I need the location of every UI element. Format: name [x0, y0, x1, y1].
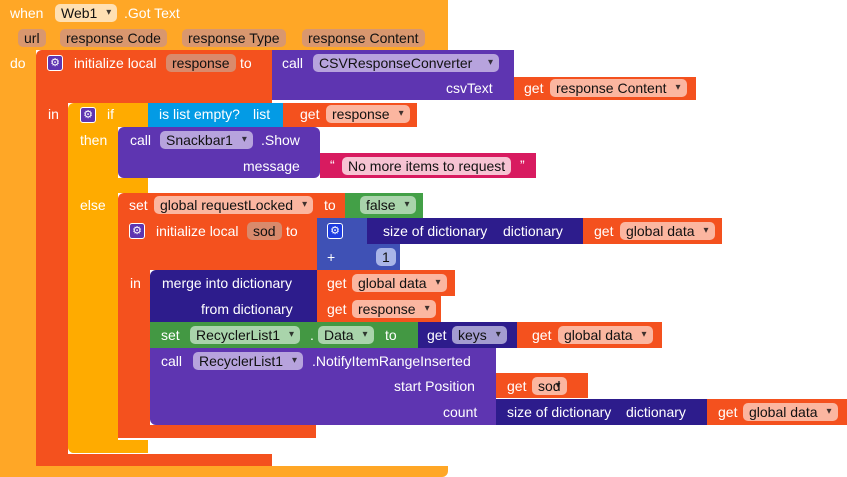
var-dropdown-response[interactable]: response	[352, 300, 436, 318]
var-dropdown-response[interactable]: response	[326, 105, 410, 123]
var-dropdown-global-data[interactable]: global data	[352, 274, 447, 292]
size-of-dictionary-block[interactable]	[496, 399, 707, 425]
var-dropdown-global-data[interactable]: global data	[743, 403, 838, 421]
start-position-label: start Position	[394, 378, 475, 394]
list-label: list	[253, 106, 271, 122]
get-label: get	[507, 378, 527, 394]
var-dropdown-global-data[interactable]: global data	[620, 222, 715, 240]
if-label: if	[107, 106, 114, 122]
gear-icon[interactable]: ⚙	[327, 223, 343, 239]
merge-into-dictionary-label: merge into dictionary	[162, 275, 292, 291]
get-label: get	[327, 275, 347, 291]
get-label: get	[718, 404, 738, 420]
to-label: to	[240, 55, 252, 71]
else-label: else	[80, 197, 106, 213]
to-label: to	[286, 223, 298, 239]
var-dropdown-global-data[interactable]: global data	[558, 326, 653, 344]
plus-label: +	[327, 249, 336, 265]
initialize-local-sod-bottom	[118, 425, 316, 438]
count-label: count	[443, 404, 478, 420]
csvtext-label: csvText	[446, 80, 493, 96]
gear-icon[interactable]: ⚙	[129, 223, 145, 239]
size-of-dictionary-block[interactable]	[367, 218, 583, 244]
var-dropdown-sod[interactable]: sod	[532, 377, 567, 395]
get-label: get	[594, 223, 614, 239]
param-response-code[interactable]: response Code	[60, 29, 167, 47]
number-value[interactable]: 1	[376, 248, 396, 266]
merge-into-dictionary-block[interactable]	[150, 270, 317, 322]
get-label: get	[427, 327, 447, 343]
initialize-local-response-column	[36, 100, 68, 466]
if-block-bottom	[68, 440, 148, 453]
dictionary-dropdown-keys[interactable]: keys	[452, 326, 507, 344]
method-show: .Show	[261, 132, 300, 148]
component-dropdown-recyclerlist1[interactable]: RecyclerList1	[193, 352, 304, 370]
local-var-name-response[interactable]: response	[166, 54, 236, 72]
param-url[interactable]: url	[18, 29, 46, 47]
size-of-dictionary-label: size of dictionary	[383, 223, 488, 239]
get-label: get	[524, 80, 544, 96]
component-dropdown-recyclerlist1[interactable]: RecyclerList1	[190, 326, 301, 344]
gear-icon[interactable]: ⚙	[47, 55, 63, 71]
initialize-local-label: initialize local	[156, 223, 239, 239]
param-response-content[interactable]: response Content	[302, 29, 425, 47]
event-block-bottom	[0, 466, 448, 477]
get-label: get	[532, 327, 552, 343]
if-block-column	[68, 127, 118, 453]
get-label: get	[327, 301, 347, 317]
do-label: do	[10, 55, 26, 71]
is-list-empty-block[interactable]	[148, 103, 283, 127]
initialize-local-sod-block[interactable]	[118, 218, 317, 270]
message-label: message	[243, 158, 300, 174]
component-dropdown-csvresponseconverter[interactable]: CSVResponseConverter	[313, 54, 499, 72]
from-dictionary-label: from dictionary	[201, 301, 293, 317]
call-label: call	[161, 353, 183, 369]
var-dropdown-global-requestlocked[interactable]: global requestLocked	[154, 196, 314, 214]
var-dropdown-response-content[interactable]: response Content	[550, 79, 687, 97]
to-label: to	[385, 327, 397, 343]
initialize-local-response-bottom	[36, 454, 272, 466]
event-block-left-column	[0, 50, 36, 477]
method-notifyitemrangeinserted: .NotifyItemRangeInserted	[312, 353, 471, 369]
event-name: .Got Text	[124, 5, 180, 21]
component-dropdown-snackbar1[interactable]: Snackbar1	[160, 131, 253, 149]
if-block-mid	[68, 178, 148, 193]
size-of-dictionary-label: size of dictionary	[507, 404, 612, 420]
math-add-block[interactable]	[317, 218, 375, 270]
is-list-empty-label: is list empty?	[159, 106, 240, 122]
quote-close: ”	[520, 157, 525, 173]
dictionary-label: dictionary	[503, 223, 563, 239]
get-label: get	[300, 106, 320, 122]
component-dropdown-web1[interactable]: Web1	[55, 4, 118, 22]
dictionary-label: dictionary	[626, 404, 686, 420]
in-label: in	[48, 106, 59, 122]
param-response-type[interactable]: response Type	[182, 29, 286, 47]
text-value[interactable]: No more items to request	[342, 157, 512, 175]
set-label: set	[161, 327, 180, 343]
call-label: call	[130, 132, 152, 148]
when-label: when	[10, 5, 44, 21]
call-label: call	[282, 55, 304, 71]
initialize-local-sod-column	[118, 270, 150, 438]
local-var-name-sod[interactable]: sod	[247, 222, 282, 240]
to-label: to	[324, 197, 336, 213]
quote-open: “	[330, 157, 335, 173]
in-label: in	[130, 275, 141, 291]
property-dropdown-data[interactable]: Data	[318, 326, 374, 344]
then-label: then	[80, 132, 108, 148]
dot-label: .	[310, 327, 314, 343]
set-label: set	[129, 197, 148, 213]
gear-icon[interactable]: ⚙	[80, 107, 96, 123]
initialize-local-label: initialize local	[74, 55, 157, 71]
logic-dropdown-false[interactable]: false	[360, 196, 416, 214]
